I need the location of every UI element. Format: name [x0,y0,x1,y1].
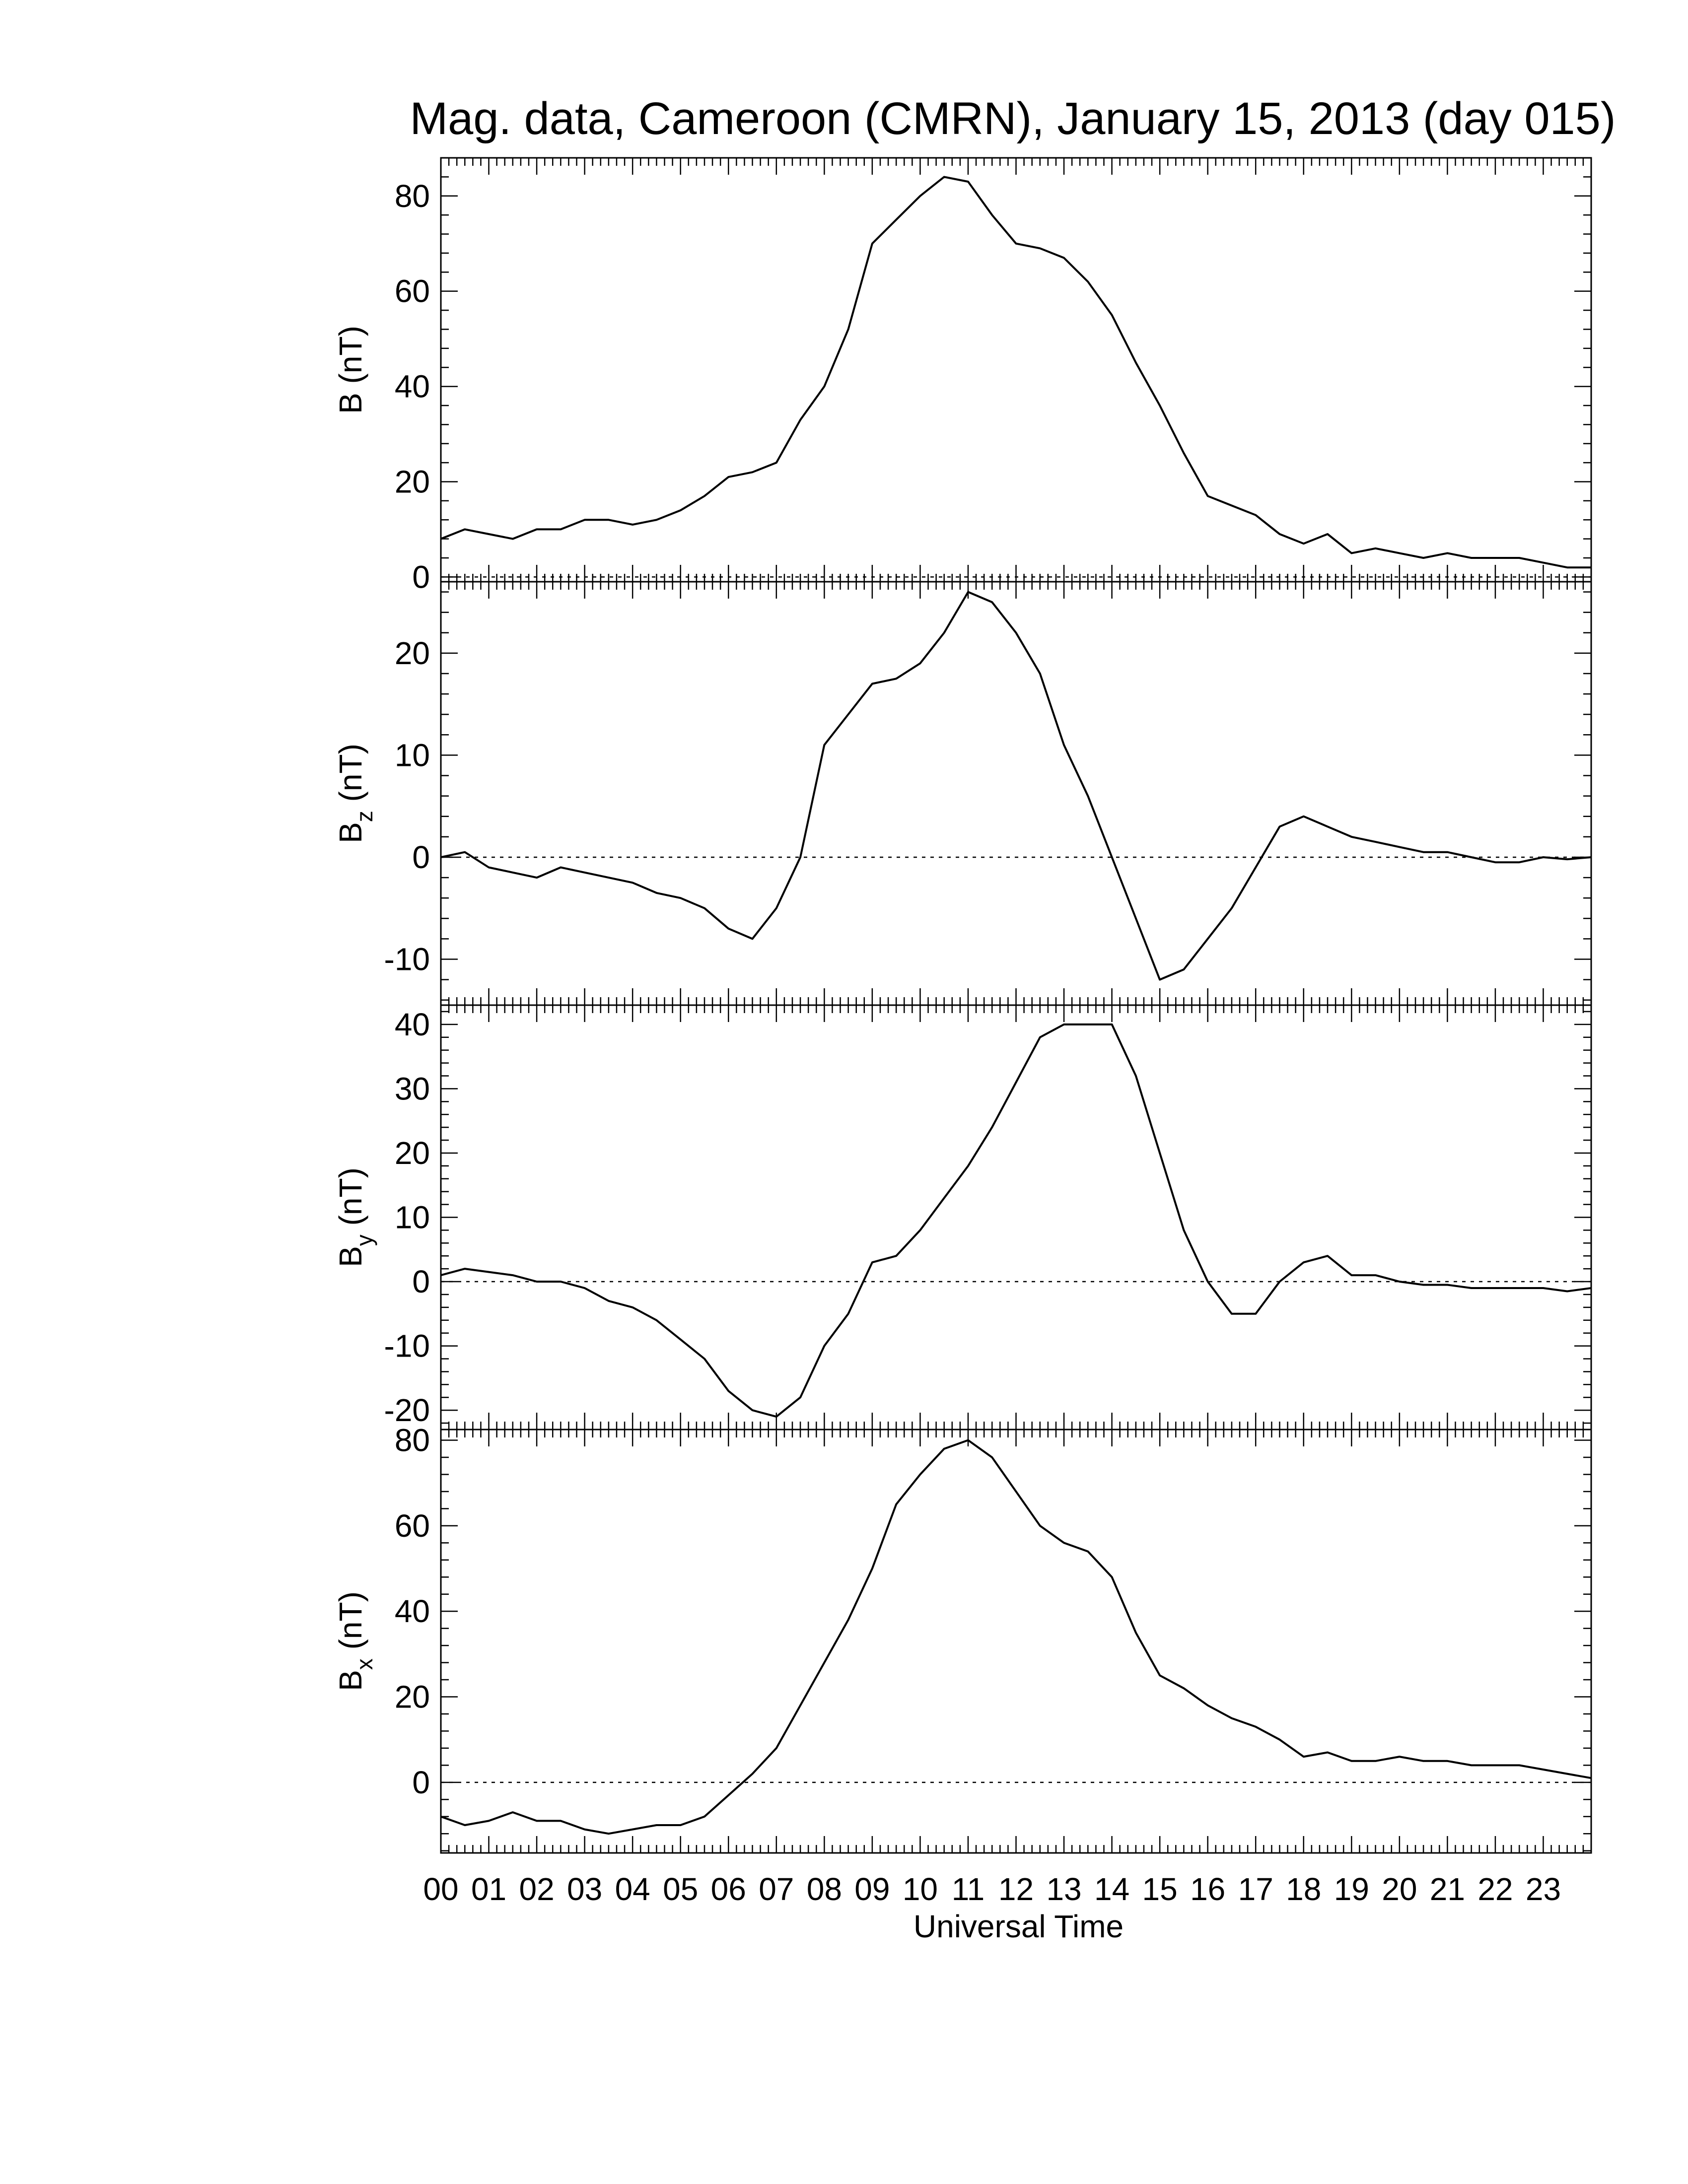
y-label-sub: x [352,1658,377,1670]
x-tick-label: 04 [615,1871,650,1907]
panel-By: -20 -10 0 10 20 30 40 By (nT) [333,1004,1592,1431]
series-line-B [440,176,1591,569]
x-tick-label: 19 [1334,1871,1369,1907]
y-tick-label: 10 [395,737,430,773]
y-tick-label: 40 [395,1007,430,1042]
y-label-sub: z [352,811,377,822]
panel-Bz: -10 0 10 20 Bz (nT) [333,581,1592,1006]
y-label-unit: (nT) [333,744,368,811]
x-axis: 00 01 02 03 04 05 06 07 08 09 10 11 12 13 14 15 16 17 18 19… [423,1871,1561,1944]
panel-Bx: 0 20 40 60 80 Bx (nT) [333,1423,1592,1854]
y-tick-label: -20 [384,1392,430,1428]
y-tick-label: 60 [395,1508,430,1544]
x-tick-label: 00 [423,1871,458,1907]
y-tick-label: -10 [384,942,430,977]
x-tick-label: 13 [1046,1871,1081,1907]
x-tick-label: 23 [1526,1871,1561,1907]
y-tick-label: 20 [395,464,430,499]
y-label-unit: (nT) [333,1167,368,1234]
y-tick-label: 0 [412,559,430,595]
y-tick-label: 20 [395,1135,430,1171]
x-tick-label: 20 [1382,1871,1417,1907]
panel-B: 0 20 40 60 80 B (nT) [333,157,1592,595]
y-tick-label: 0 [412,839,430,875]
chart-title: Mag. data, Cameroon (CMRN), January 15, … [410,93,1616,144]
y-label-sub: y [352,1234,377,1246]
x-tick-label: 11 [952,1871,985,1907]
x-tick-label: 14 [1094,1871,1129,1907]
x-tick-label: 08 [807,1871,842,1907]
x-tick-label: 18 [1286,1871,1321,1907]
y-tick-label: 40 [395,369,430,405]
y-tick-label: 20 [395,1679,430,1715]
y-tick-label: 60 [395,273,430,309]
panels-group: 0 20 40 60 80 B (nT) -10 0 10 20 Bz (nT) -20 -10 0 10 2… [333,157,1592,1854]
y-axis-label-By: By (nT) [333,1167,377,1267]
y-axis-label-B: B (nT) [333,326,368,414]
x-tick-label: 10 [903,1871,938,1907]
y-tick-label: 30 [395,1071,430,1106]
x-tick-label: 02 [519,1871,554,1907]
y-tick-label: 0 [412,1765,430,1800]
x-tick-label: 15 [1142,1871,1178,1907]
x-tick-label: 16 [1190,1871,1225,1907]
y-label-main: B [333,822,368,843]
y-label-unit: (nT) [333,326,368,393]
y-label-main: B [333,1246,368,1267]
x-tick-label: 17 [1238,1871,1273,1907]
x-tick-label: 21 [1430,1871,1465,1907]
y-label-main: B [333,1670,368,1691]
y-tick-label: -10 [384,1328,430,1364]
x-tick-label: 06 [711,1871,746,1907]
series-line-Bx [440,1439,1592,1835]
series-line-By [440,1023,1592,1418]
y-label-main: B [333,393,368,414]
x-tick-label: 07 [759,1871,794,1907]
x-tick-label: 03 [567,1871,602,1907]
y-label-unit: (nT) [333,1591,368,1658]
x-tick-label: 05 [663,1871,698,1907]
y-axis-label-Bz: Bz (nT) [333,744,377,843]
x-axis-label: Universal Time [914,1909,1124,1944]
y-tick-label: 20 [395,635,430,671]
x-tick-label: 09 [854,1871,890,1907]
y-tick-label: 80 [395,1423,430,1458]
y-tick-label: 0 [412,1264,430,1299]
x-tick-label: 12 [998,1871,1034,1907]
x-tick-label: 01 [471,1871,506,1907]
series-line-Bz [440,591,1592,981]
x-tick-label: 22 [1477,1871,1513,1907]
y-axis-label-Bx: Bx (nT) [333,1591,377,1691]
y-tick-label: 10 [395,1200,430,1235]
y-tick-label: 80 [395,178,430,214]
y-tick-label: 40 [395,1593,430,1629]
